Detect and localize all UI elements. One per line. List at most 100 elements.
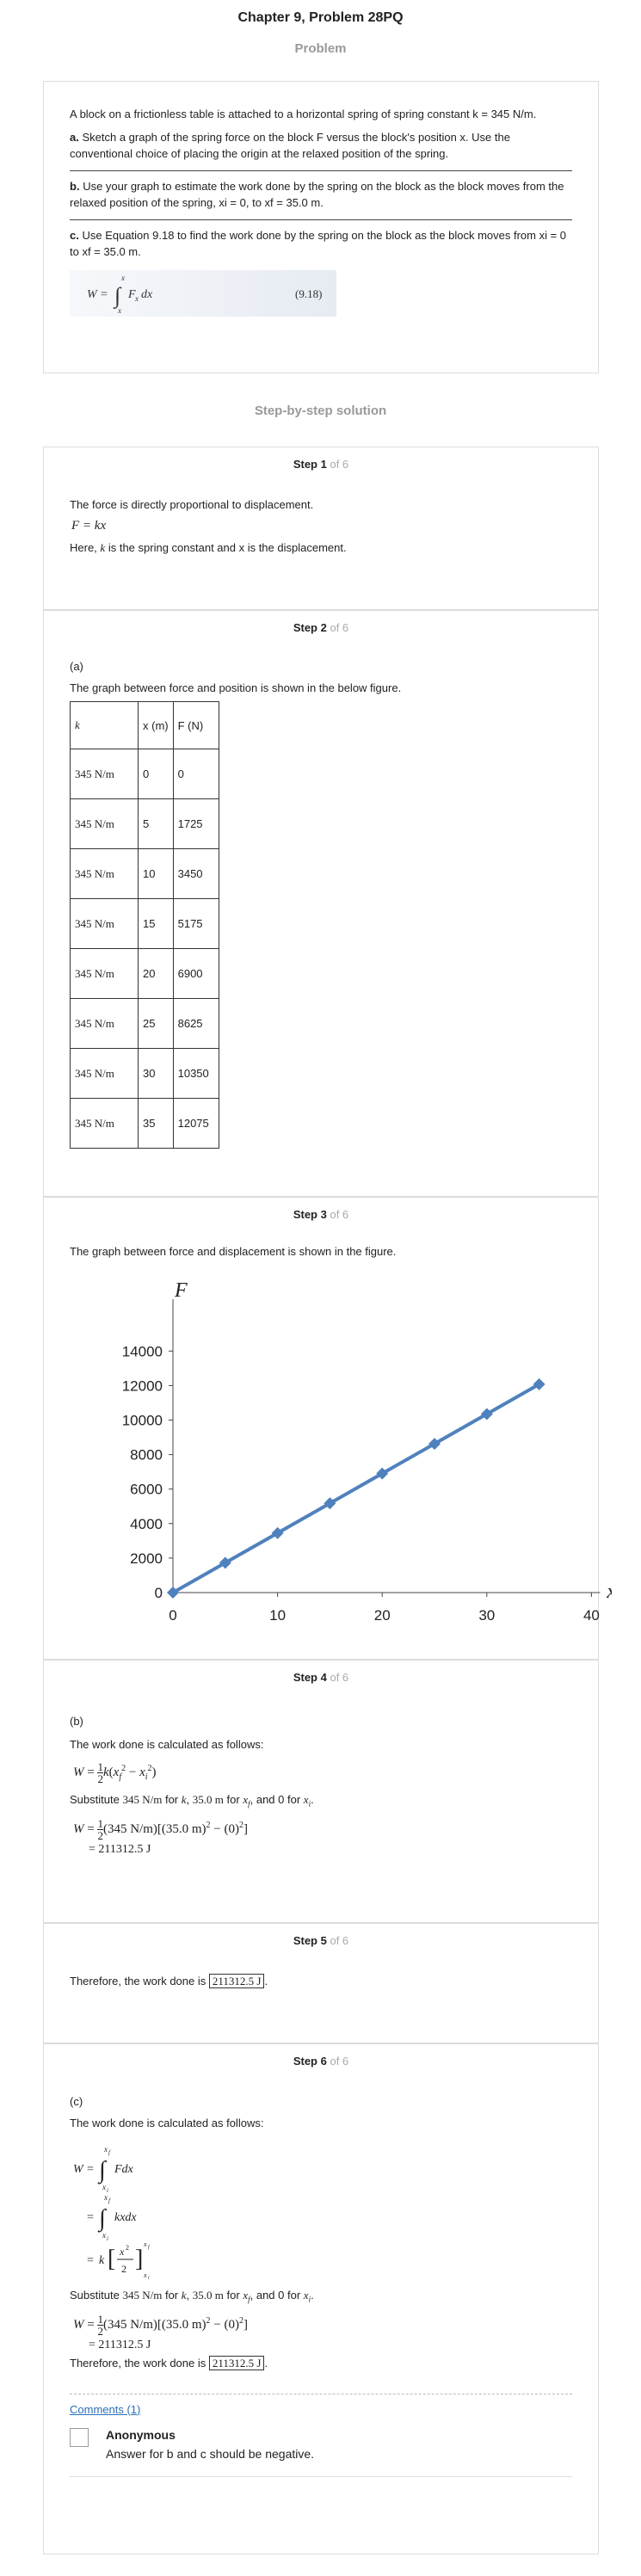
step-4-work-formula: W = 1 2 k(xf2 − xi2) bbox=[73, 1760, 157, 1785]
svg-text:∫: ∫ bbox=[113, 283, 122, 309]
svg-text:kxdx: kxdx bbox=[114, 2211, 137, 2224]
data-point bbox=[167, 1587, 179, 1599]
table-cell: 20 bbox=[138, 948, 174, 999]
step-4-substitution-formula: W = 1 2 (345 N/m)[(35.0 m)2 − (0)2] bbox=[73, 1816, 248, 1842]
comment-author: Anonymous bbox=[106, 2427, 176, 2442]
table-cell: 1725 bbox=[172, 798, 219, 849]
table-row: 345 N/m 25 8625 bbox=[70, 998, 219, 1049]
problem-card: A block on a frictionless table is attac… bbox=[43, 81, 599, 373]
y-axis-label: F bbox=[174, 1282, 188, 1302]
svg-text:]: ] bbox=[135, 2246, 143, 2272]
svg-text:x: x bbox=[102, 2231, 106, 2240]
step-4-header: Step 4 of 6 bbox=[293, 1671, 349, 1684]
data-point bbox=[533, 1377, 545, 1390]
table-cell: 12075 bbox=[172, 1098, 219, 1149]
svg-text:x: x bbox=[143, 2240, 147, 2248]
y-tick-label: 4000 bbox=[130, 1516, 163, 1532]
table-row: 345 N/m 0 0 bbox=[70, 749, 219, 799]
svg-text:i: i bbox=[107, 2235, 108, 2242]
step-6-part: (c) bbox=[70, 2095, 83, 2108]
table-cell: 345 N/m bbox=[70, 1048, 139, 1099]
svg-text:k: k bbox=[99, 2254, 105, 2267]
step-6-text: The work done is calculated as follows: bbox=[70, 2117, 264, 2129]
step-4-part: (b) bbox=[70, 1715, 83, 1728]
data-point bbox=[219, 1556, 231, 1569]
step-4-substitute: Substitute 345 N/m for k, 35.0 m for xf,… bbox=[70, 1793, 314, 1809]
table-cell: 345 N/m bbox=[70, 1098, 139, 1149]
svg-text:=: = bbox=[87, 2254, 94, 2267]
step-6-answer-line: Therefore, the work done is 211312.5 J. bbox=[70, 2355, 268, 2370]
data-point bbox=[480, 1408, 493, 1420]
svg-text:2: 2 bbox=[126, 2244, 129, 2252]
table-cell: 25 bbox=[138, 998, 174, 1049]
table-row: 345 N/m 15 5175 bbox=[70, 898, 219, 949]
comments-section: Comments (1) Anonymous Answer for b and … bbox=[70, 2393, 572, 2477]
step-4-text: The work done is calculated as follows: bbox=[70, 1738, 264, 1751]
step-1-formula: F = kx bbox=[71, 519, 107, 533]
step-4-card: Step 4 of 6 (b) The work done is calcula… bbox=[43, 1660, 599, 1923]
x-tick-label: 30 bbox=[478, 1607, 495, 1624]
step-6-substitute: Substitute 345 N/m for k, 35.0 m for xf,… bbox=[70, 2289, 314, 2304]
table-cell: 345 N/m bbox=[70, 798, 139, 849]
comment-item: Anonymous Answer for b and c should be n… bbox=[70, 2427, 572, 2461]
svg-text:∫: ∫ bbox=[97, 2205, 108, 2233]
table-row: 345 N/m 30 10350 bbox=[70, 1048, 219, 1099]
y-tick-label: 10000 bbox=[122, 1413, 163, 1429]
svg-text:f: f bbox=[108, 2149, 111, 2156]
x-tick-label: 10 bbox=[269, 1607, 286, 1624]
series-line bbox=[172, 1383, 540, 1594]
comment-divider bbox=[70, 2475, 572, 2477]
table-cell: 35 bbox=[138, 1098, 174, 1149]
table-cell: 10 bbox=[138, 848, 174, 899]
step-6-header: Step 6 of 6 bbox=[293, 2055, 349, 2068]
step-6-answer-box: 211312.5 J bbox=[208, 2355, 265, 2370]
table-row: 345 N/m 35 12075 bbox=[70, 1098, 219, 1149]
step-5-answer-box: 211312.5 J bbox=[208, 1974, 265, 1988]
step-5-answer-line: Therefore, the work done is 211312.5 J. bbox=[70, 1974, 268, 1988]
svg-text:i: i bbox=[107, 2187, 108, 2194]
svg-text:x: x bbox=[102, 2183, 106, 2191]
y-tick-label: 12000 bbox=[122, 1377, 163, 1394]
step-2-part: (a) bbox=[70, 660, 83, 673]
table-cell: 30 bbox=[138, 1048, 174, 1099]
table-cell: 345 N/m bbox=[70, 749, 139, 799]
step-1-card: Step 1 of 6 The force is directly propor… bbox=[43, 447, 599, 610]
data-point bbox=[271, 1526, 284, 1539]
table-header: x (m) bbox=[138, 701, 174, 749]
step-3-header: Step 3 of 6 bbox=[293, 1208, 349, 1221]
svg-text:F: F bbox=[127, 288, 136, 301]
table-cell: 6900 bbox=[172, 948, 219, 999]
solution-heading: Step-by-step solution bbox=[254, 404, 387, 418]
table-cell: 345 N/m bbox=[70, 998, 139, 1049]
svg-text:x: x bbox=[134, 294, 139, 303]
step-3-card: Step 3 of 6 The graph between force and … bbox=[43, 1197, 612, 1660]
step-2-card: Step 2 of 6 (a) The graph between force … bbox=[43, 610, 599, 1197]
svg-text:x: x bbox=[103, 2145, 108, 2154]
svg-text:=: = bbox=[87, 2211, 94, 2224]
step-6-result: = 211312.5 J bbox=[89, 2338, 151, 2351]
data-point bbox=[428, 1438, 441, 1451]
svg-text:x: x bbox=[117, 306, 121, 315]
comment-checkbox[interactable] bbox=[70, 2427, 89, 2447]
svg-text:2: 2 bbox=[121, 2263, 126, 2275]
problem-heading: Problem bbox=[294, 41, 347, 56]
table-row: 345 N/m 10 3450 bbox=[70, 848, 219, 899]
svg-text:dx: dx bbox=[141, 288, 153, 301]
comments-link[interactable]: Comments (1) bbox=[70, 2402, 141, 2416]
table-cell: 10350 bbox=[172, 1048, 219, 1099]
step-1-header: Step 1 of 6 bbox=[293, 458, 349, 471]
step-1-line2: Here, k is the spring constant and x is … bbox=[70, 541, 347, 554]
problem-part-c: c. Use Equation 9.18 to find the work do… bbox=[70, 229, 567, 258]
x-tick-label: 0 bbox=[169, 1607, 176, 1624]
table-row: 345 N/m 20 6900 bbox=[70, 948, 219, 999]
page-title: Chapter 9, Problem 28PQ bbox=[237, 10, 404, 25]
table-cell: 0 bbox=[138, 749, 174, 799]
step-3-text: The graph between force and displacement… bbox=[70, 1245, 397, 1258]
table-cell: 345 N/m bbox=[70, 848, 139, 899]
y-tick-label: 0 bbox=[155, 1585, 163, 1601]
table-cell: 5 bbox=[138, 798, 174, 849]
table-header: F (N) bbox=[172, 701, 219, 749]
table-cell: 5175 bbox=[172, 898, 219, 949]
step-1-line1: The force is directly proportional to di… bbox=[70, 498, 314, 511]
y-tick-label: 6000 bbox=[130, 1482, 163, 1498]
